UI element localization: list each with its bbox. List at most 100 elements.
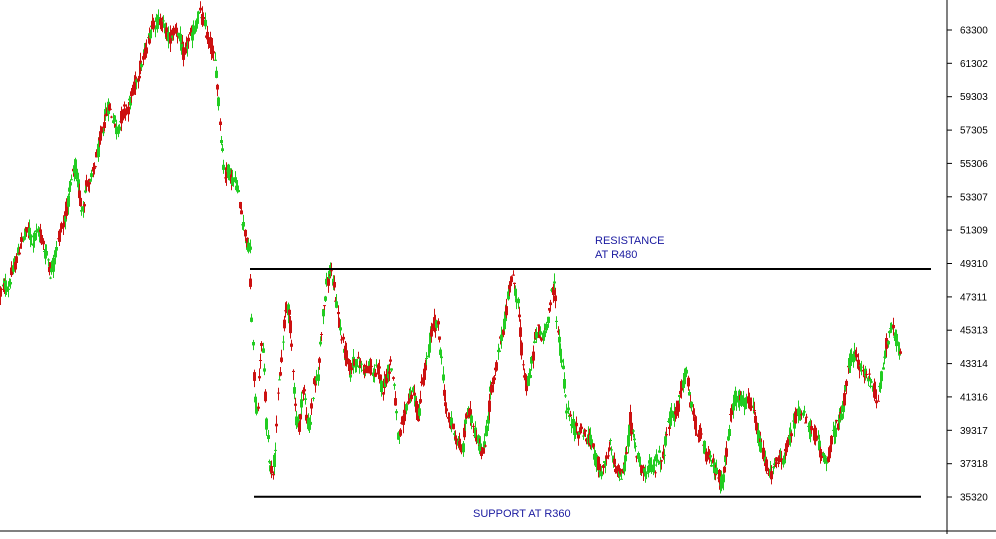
candle-body-244 [300,399,303,408]
candle-body-316 [389,359,392,362]
candle-body-591 [728,429,731,436]
candle-body-140 [171,35,174,38]
candle-body-5 [5,286,8,292]
candle-body-662 [815,435,818,441]
candle-body-258 [318,358,321,363]
candle-body-657 [809,426,812,437]
candle-body-373 [459,444,462,451]
candle-body-228 [280,357,283,362]
candle-body-661 [814,431,817,440]
candle-body-153 [187,37,190,42]
candle-body-250 [308,422,311,429]
candle-body-234 [288,309,291,315]
candle-body-29 [35,230,38,232]
candle-body-632 [778,455,781,462]
candle-body-627 [772,466,775,468]
candle-body-572 [704,448,707,451]
candle-body-346 [427,355,430,358]
candle-body-172 [211,45,214,52]
candle-body-209 [257,406,260,409]
candle-body-283 [348,360,351,371]
candle-body-319 [393,384,396,386]
candle-body-571 [703,440,706,454]
candle-body-111 [135,79,138,83]
candle-body-579 [713,462,716,474]
candle-body-506 [623,464,626,472]
candle-body-459 [565,410,568,414]
candle-body-107 [130,91,133,97]
candle-body-150 [184,48,187,53]
candle-body-547 [673,411,676,420]
candle-body-611 [753,410,756,411]
candle-body-654 [805,416,808,418]
support-label: SUPPORT AT R360 [473,508,571,520]
candle-body-297 [365,365,368,374]
candle-body-185 [227,164,230,178]
candle-body-197 [242,222,245,227]
candle-body-225 [277,392,280,394]
candle-body-159 [195,22,198,29]
candle-body-629 [774,465,777,467]
candle-body-695 [855,354,858,358]
candle-body-126 [154,28,157,30]
candle-body-651 [802,412,805,416]
candle-body-648 [798,408,801,416]
candle-body-653 [804,422,807,424]
candle-body-273 [335,301,338,308]
candle-body-215 [264,391,267,402]
candle-body-200 [246,237,249,248]
candle-body-164 [201,14,204,25]
candle-body-674 [830,435,833,445]
candle-body-243 [299,414,302,420]
candle-body-453 [558,336,561,343]
candle-body-683 [840,413,843,421]
candle-body-619 [762,447,765,460]
candle-body-628 [773,463,776,465]
candle-body-496 [610,449,613,451]
candle-body-350 [430,329,433,337]
candle-body-479 [589,445,592,447]
candle-body-551 [678,395,681,397]
candle-body-390 [480,451,483,456]
candle-body-168 [206,31,209,40]
candle-body-710 [874,389,877,399]
candle-body-706 [869,385,872,387]
candle-body-85 [103,122,106,128]
candle-body-520 [640,465,643,474]
candle-body-650 [800,414,803,416]
candle-body-285 [350,363,353,371]
candle-body-368 [453,433,456,435]
candle-body-65 [79,197,82,206]
candle-body-257 [317,374,320,381]
candle-body-686 [844,385,847,391]
candle-body-539 [664,436,667,446]
candle-body-558 [687,377,690,387]
candle-body-178 [219,121,222,125]
y-tick-label-4: 55306 [960,159,988,170]
candle-body-541 [667,421,670,422]
candle-body-14 [17,247,20,256]
candle-body-79 [97,143,100,157]
candle-body-424 [522,364,525,366]
candle-body-78 [95,152,98,158]
candle-body-704 [867,377,870,382]
candle-body-101 [123,104,126,107]
candle-body-636 [783,455,786,464]
candle-body-402 [495,362,498,371]
candle-body-602 [742,398,745,404]
candle-body-106 [129,99,132,106]
candle-body-10 [12,265,15,272]
candle-body-495 [609,440,612,441]
candle-body-100 [122,109,125,119]
candle-body-156 [191,32,194,41]
candle-body-534 [658,450,661,453]
candle-body-449 [553,281,556,284]
candle-body-113 [138,75,141,79]
candle-body-236 [290,343,293,347]
candle-body-239 [294,403,297,406]
candle-body-133 [162,20,165,22]
candle-body-349 [429,332,432,342]
candle-body-87 [105,113,108,116]
candle-body-361 [444,402,447,407]
candle-body-530 [653,464,656,466]
